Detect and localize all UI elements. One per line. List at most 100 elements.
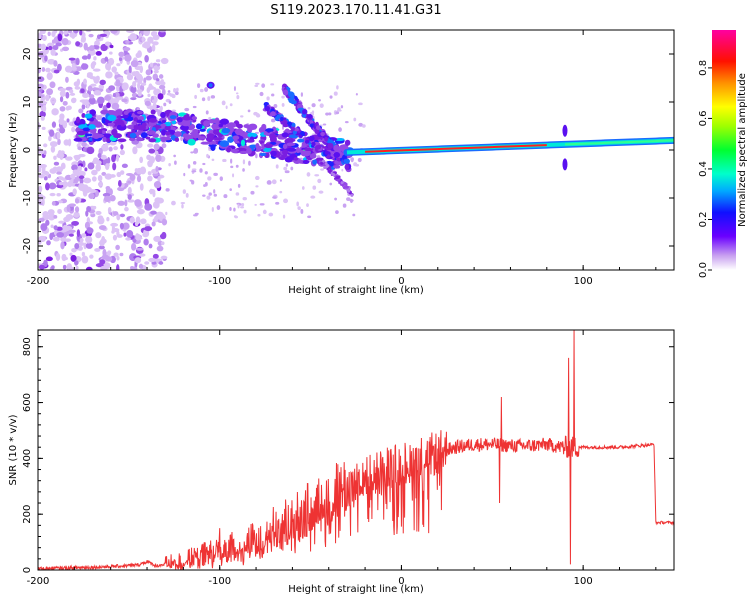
noise-blob — [136, 89, 143, 94]
noise-blob — [58, 220, 65, 224]
scatter-blob — [358, 102, 363, 106]
scatter-blob — [262, 209, 267, 215]
band-blob — [334, 138, 345, 142]
band-blob — [160, 123, 167, 127]
band-blob — [145, 136, 151, 140]
noise-blob — [67, 180, 73, 188]
noise-blob — [102, 248, 107, 257]
band-blob — [84, 113, 93, 119]
band-blob — [199, 128, 206, 132]
noise-blob — [150, 210, 157, 215]
spectrogram-xlabel: Height of straight line (km) — [288, 285, 424, 296]
noise-blob — [111, 154, 116, 163]
scatter-blob — [173, 154, 176, 158]
scatter-blob — [219, 176, 223, 181]
noise-blob — [85, 30, 92, 33]
noise-blob — [59, 90, 66, 97]
noise-blob — [105, 71, 113, 79]
track-core — [564, 139, 674, 146]
band-blob — [179, 124, 189, 131]
noise-blob — [73, 211, 80, 218]
noise-blob — [49, 141, 58, 147]
arc-blob — [280, 116, 284, 122]
noise-blob — [53, 215, 58, 219]
scatter-blob — [191, 170, 197, 173]
noise-blob — [159, 105, 163, 112]
scatter-blob — [318, 99, 321, 102]
noise-blob — [66, 118, 70, 123]
arc-blob — [288, 97, 295, 104]
noise-blob — [106, 62, 111, 71]
noise-blob — [94, 248, 101, 252]
noise-blob — [69, 252, 73, 256]
scatter-blob — [241, 203, 245, 207]
snr-marks — [38, 330, 674, 570]
band-blob — [160, 136, 167, 143]
noise-blob — [39, 110, 46, 118]
noise-blob — [70, 254, 77, 262]
noise-blob — [129, 33, 138, 42]
noise-blob — [155, 59, 161, 63]
noise-blob — [69, 92, 76, 96]
noise-blob — [71, 66, 77, 71]
noise-blob — [152, 218, 159, 223]
noise-blob — [119, 149, 125, 156]
noise-blob — [75, 57, 80, 66]
isolated-blob — [208, 83, 213, 88]
spectrogram-ylabel: Frequency (Hz) — [8, 112, 19, 188]
noise-blob — [139, 156, 144, 164]
band-blob — [251, 150, 256, 156]
noise-blob — [74, 86, 81, 90]
noise-blob — [68, 57, 76, 61]
scatter-blob — [225, 105, 228, 110]
band-blob — [232, 135, 240, 141]
scatter-blob — [243, 209, 247, 214]
scatter-blob — [350, 198, 353, 204]
scatter-blob — [180, 201, 186, 205]
scatter-blob — [300, 209, 304, 214]
scatter-blob — [255, 185, 259, 188]
scatter-blob — [281, 95, 285, 99]
noise-blob — [72, 169, 79, 175]
noise-blob — [149, 155, 155, 164]
noise-blob — [153, 65, 161, 71]
noise-blob — [96, 115, 103, 121]
scatter-blob — [255, 175, 260, 181]
arc-blob — [266, 110, 271, 116]
band-blob — [78, 118, 86, 126]
noise-blob — [74, 206, 80, 213]
arc-blob — [302, 109, 307, 115]
noise-blob — [80, 88, 85, 94]
arc-blob — [291, 126, 295, 131]
scatter-blob — [240, 115, 244, 118]
scatter-blob — [207, 176, 212, 181]
noise-blob — [91, 176, 97, 182]
noise-blob — [137, 81, 141, 90]
band-blob — [269, 133, 277, 140]
noise-blob — [75, 41, 81, 47]
noise-blob — [46, 72, 53, 80]
noise-blob — [47, 42, 55, 48]
noise-blob — [50, 224, 54, 229]
scatter-blob — [216, 205, 221, 211]
noise-blob — [46, 88, 54, 96]
band-blob — [219, 140, 230, 147]
noise-blob — [86, 146, 95, 155]
noise-blob — [95, 232, 102, 239]
scatter-blob — [338, 127, 342, 132]
snr-xtick-label: 100 — [574, 576, 593, 587]
noise-blob — [87, 162, 95, 170]
disturbance-blob — [562, 158, 568, 171]
scatter-blob — [213, 172, 218, 177]
noise-blob — [81, 141, 87, 147]
noise-blob — [48, 129, 55, 137]
noise-blob — [58, 88, 67, 92]
noise-blob — [147, 93, 151, 98]
scatter-blob — [235, 92, 239, 95]
snr-ytick-label: 800 — [22, 337, 33, 356]
scatter-blob — [248, 160, 251, 166]
noise-blob — [60, 241, 65, 250]
noise-blob — [124, 54, 132, 62]
band-blob — [137, 124, 146, 131]
scatter-blob — [232, 173, 235, 178]
